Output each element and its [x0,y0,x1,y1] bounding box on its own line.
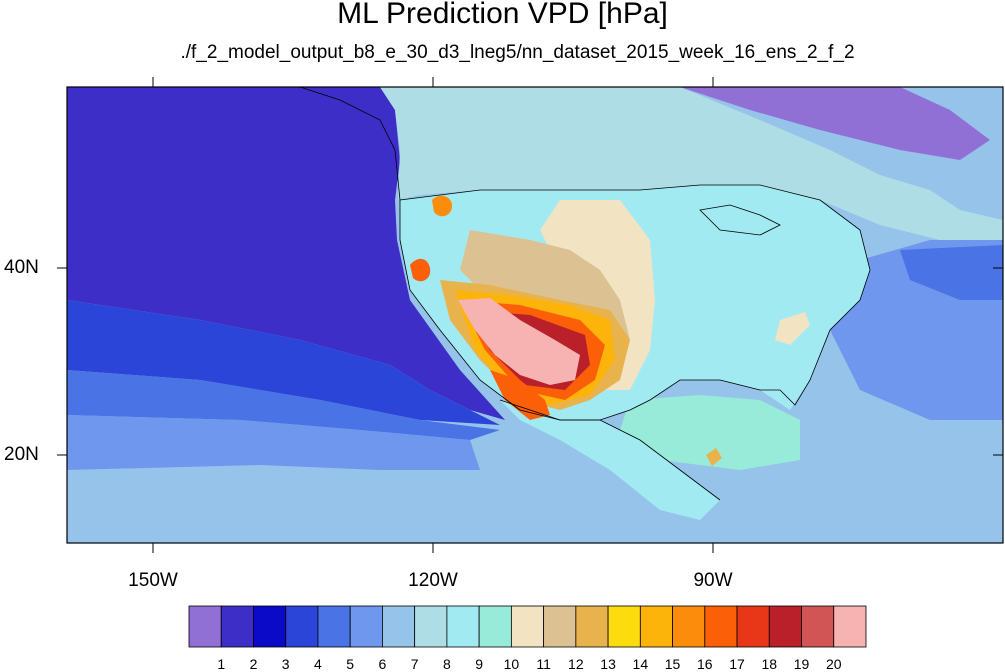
colorbar-label: 16 [697,656,713,672]
lon-label-90w: 90W [693,570,733,591]
lon-label-120w: 120W [408,570,458,591]
desert-peak-region [458,298,580,385]
colorbar-label: 6 [378,656,387,672]
colorbar-box [446,605,480,648]
mexico-outline [499,399,721,501]
mexico-region [500,400,720,520]
us-outline [399,184,871,421]
pacific-deep-region [67,87,505,420]
colorbar-box [672,605,706,648]
colorbar-label: 4 [314,656,322,672]
map-frame [66,86,1004,544]
colorbar-label: 9 [475,656,484,672]
coastlines [299,87,871,501]
pacific-south-region [67,415,480,470]
colorbar-label: 11 [536,656,551,672]
colorbar-box [543,605,577,648]
axis-ticks [57,77,1003,553]
map-subtitle: ./f_2_model_output_b8_e_30_d3_lneg5/nn_d… [180,42,855,63]
colorbar-box [736,605,770,648]
colorbar-box [768,605,802,648]
colorbar-label: 7 [410,656,419,672]
lat-label-20n: 20N [4,444,39,465]
colorbar-box [510,605,545,648]
vpd-field [67,87,1003,543]
colorbar-box [478,605,512,648]
colorbar-label: 5 [346,656,355,672]
colorbar-label: 1 [217,656,226,672]
colorbar-box [285,605,319,648]
colorbar-box [704,605,738,648]
pacific-mid-region [67,300,500,425]
colorbar-box [317,605,351,648]
colorbar-label: 19 [793,656,810,672]
colorbar-label: 12 [568,656,584,672]
colorbar-box [382,605,416,648]
colorbar-label: 3 [281,656,290,672]
colorbar-box [801,605,835,648]
gulf-region [620,395,800,470]
colorbar-box [607,605,641,648]
colorbar-box [349,605,383,648]
pacific-band-region [67,370,500,440]
canada-coast-outline [299,87,401,201]
colorbar-box [253,605,287,648]
lon-label-150w: 150W [128,570,178,591]
atlantic-deep-region [900,245,1003,300]
baja-peak-region [490,370,550,420]
colorbar-label: 14 [632,656,649,672]
colorbar-box [575,605,609,648]
ca-hot-spot [410,258,431,282]
colorbar-box [639,605,673,648]
colorbar-label: 18 [761,656,778,672]
colorbar-label: 10 [503,656,520,672]
caribbean-spot [706,448,722,466]
hudson-region [680,87,990,160]
great-lakes-outline [699,204,781,236]
carolina-dry-spot [775,312,810,345]
colorbar-label: 2 [249,656,258,672]
colorbar-box [188,605,222,648]
lat-label-40n: 40N [4,257,39,278]
colorbar-label: 15 [664,656,681,672]
colorbar-box [414,605,448,648]
canada-region [380,87,1003,240]
colorbar-label: 17 [729,656,745,672]
colorbar-box [833,605,867,648]
wa-hot-spot [432,195,452,217]
colorbar-boxes [188,605,867,648]
colorbar-label: 13 [600,656,616,672]
colorbar-label: 8 [442,656,451,672]
map-title: ML Prediction VPD [hPa] [337,0,668,30]
colorbar-label: 20 [825,656,842,672]
colorbar-box [220,605,254,648]
